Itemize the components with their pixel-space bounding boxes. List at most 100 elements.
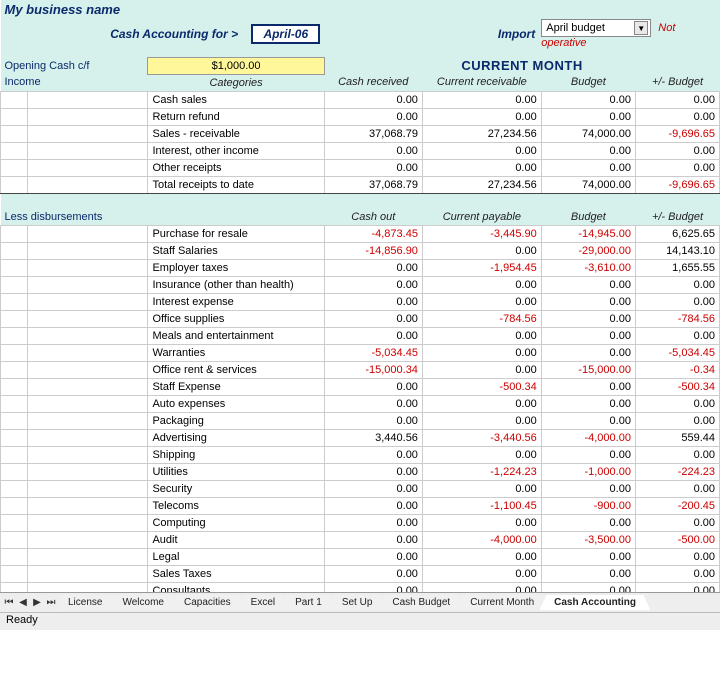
row-gutter	[1, 108, 28, 125]
row-value: 14,143.10	[635, 243, 719, 260]
row-gutter	[27, 396, 148, 413]
col-header: Cash received	[324, 74, 422, 91]
row-value: -3,610.00	[541, 260, 635, 277]
table-row: Auto expenses0.000.000.000.00	[1, 396, 720, 413]
import-dropdown-value: April budget	[546, 22, 605, 34]
row-gutter	[1, 277, 28, 294]
sheet-tab[interactable]: Excel	[243, 595, 283, 610]
row-gutter	[1, 142, 28, 159]
row-label: Telecoms	[148, 498, 324, 515]
period-box[interactable]: April-06	[251, 24, 320, 44]
sheet-tab[interactable]: Part 1	[287, 595, 330, 610]
row-gutter	[27, 159, 148, 176]
row-label: Shipping	[148, 447, 324, 464]
row-value: 0.00	[635, 142, 719, 159]
row-gutter	[27, 311, 148, 328]
row-gutter	[1, 311, 28, 328]
row-value: 0.00	[635, 91, 719, 108]
row-value: 0.00	[541, 142, 635, 159]
row-gutter	[1, 498, 28, 515]
sheet-tab[interactable]: Set Up	[334, 595, 381, 610]
import-dropdown[interactable]: April budget ▼	[541, 19, 651, 37]
row-value: 0.00	[635, 481, 719, 498]
row-value: 0.00	[324, 142, 422, 159]
row-gutter	[1, 91, 28, 108]
chevron-down-icon: ▼	[634, 21, 648, 35]
row-gutter	[27, 226, 148, 243]
table-row: Interest expense0.000.000.000.00	[1, 294, 720, 311]
row-gutter	[27, 243, 148, 260]
opening-cash-value[interactable]: $1,000.00	[148, 57, 324, 74]
row-value: 0.00	[635, 396, 719, 413]
table-row: Security0.000.000.000.00	[1, 481, 720, 498]
row-value: -29,000.00	[541, 243, 635, 260]
total-value: 27,234.56	[422, 176, 541, 193]
row-value: 0.00	[541, 396, 635, 413]
table-row: Consultants0.000.000.000.00	[1, 583, 720, 593]
row-value: 0.00	[324, 91, 422, 108]
row-value: -5,034.45	[324, 345, 422, 362]
opening-cash-label: Opening Cash c/f	[1, 57, 148, 74]
row-value: -784.56	[635, 311, 719, 328]
row-value: 0.00	[422, 294, 541, 311]
row-label: Interest, other income	[148, 142, 324, 159]
row-label: Utilities	[148, 464, 324, 481]
table-row: Insurance (other than health)0.000.000.0…	[1, 277, 720, 294]
row-gutter	[27, 430, 148, 447]
row-value: 0.00	[422, 413, 541, 430]
table-row: Advertising3,440.56-3,440.56-4,000.00559…	[1, 430, 720, 447]
tab-next-icon[interactable]: ▶	[30, 597, 44, 608]
section-label: Income	[1, 74, 148, 91]
worksheet-area: My business name Cash Accounting for > A…	[0, 0, 720, 592]
row-value: 0.00	[324, 277, 422, 294]
sheet-tab[interactable]: Capacities	[176, 595, 239, 610]
row-value: -9,696.65	[635, 125, 719, 142]
sheet-tab[interactable]: Cash Budget	[384, 595, 458, 610]
row-value: -1,224.23	[422, 464, 541, 481]
row-value: 0.00	[541, 447, 635, 464]
table-row: Warranties-5,034.450.000.00-5,034.45	[1, 345, 720, 362]
row-value: 0.00	[541, 379, 635, 396]
table-row: Computing0.000.000.000.00	[1, 515, 720, 532]
row-value: 0.00	[422, 566, 541, 583]
row-value: -784.56	[422, 311, 541, 328]
table-row: Return refund0.000.000.000.00	[1, 108, 720, 125]
table-row: Employer taxes0.00-1,954.45-3,610.001,65…	[1, 260, 720, 277]
section-label: Less disbursements	[1, 209, 148, 226]
row-label: Insurance (other than health)	[148, 277, 324, 294]
table-row: Shipping0.000.000.000.00	[1, 447, 720, 464]
sheet-tab[interactable]: Current Month	[462, 595, 542, 610]
row-value: 0.00	[324, 566, 422, 583]
row-value: 0.00	[635, 277, 719, 294]
row-gutter	[27, 447, 148, 464]
tab-first-icon[interactable]: ⏮	[2, 597, 16, 608]
row-value: 0.00	[422, 91, 541, 108]
row-gutter	[1, 464, 28, 481]
row-value: 0.00	[422, 328, 541, 345]
row-gutter	[27, 260, 148, 277]
sheet-tab[interactable]: License	[60, 595, 110, 610]
row-label: Consultants	[148, 583, 324, 593]
row-value: 0.00	[324, 260, 422, 277]
row-gutter	[27, 328, 148, 345]
row-gutter	[1, 532, 28, 549]
tab-last-icon[interactable]: ⏭	[44, 597, 58, 608]
tab-prev-icon[interactable]: ◀	[16, 597, 30, 608]
row-value: 74,000.00	[541, 125, 635, 142]
col-header: Budget	[541, 74, 635, 91]
sheet-tab[interactable]: Cash Accounting	[546, 595, 644, 610]
row-value: 0.00	[541, 91, 635, 108]
col-header: Categories	[148, 74, 324, 91]
sheet-tab[interactable]: Welcome	[114, 595, 172, 610]
row-value: 0.00	[541, 566, 635, 583]
row-value: 0.00	[635, 549, 719, 566]
col-header: Current receivable	[422, 74, 541, 91]
row-value: -1,100.45	[422, 498, 541, 515]
total-value: -9,696.65	[635, 176, 719, 193]
row-value: -3,500.00	[541, 532, 635, 549]
table-row: Purchase for resale-4,873.45-3,445.90-14…	[1, 226, 720, 243]
row-value: 0.00	[324, 447, 422, 464]
row-label: Audit	[148, 532, 324, 549]
row-label: Meals and entertainment	[148, 328, 324, 345]
subtitle-text: Cash Accounting for >	[110, 27, 238, 41]
